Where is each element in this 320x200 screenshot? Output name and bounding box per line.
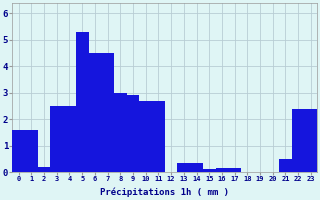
Bar <box>228 168 241 172</box>
Bar <box>292 109 305 172</box>
Bar <box>203 169 216 172</box>
Bar <box>101 53 114 172</box>
Bar <box>89 53 101 172</box>
Bar <box>152 101 165 172</box>
Bar <box>12 130 25 172</box>
Bar <box>127 95 140 172</box>
Bar <box>140 101 152 172</box>
Bar <box>38 167 51 172</box>
Bar <box>51 106 63 172</box>
Bar <box>63 106 76 172</box>
Bar <box>305 109 317 172</box>
Bar <box>25 130 38 172</box>
Bar <box>216 168 228 172</box>
Bar <box>279 159 292 172</box>
Bar <box>76 32 89 172</box>
X-axis label: Précipitations 1h ( mm ): Précipitations 1h ( mm ) <box>100 188 229 197</box>
Bar <box>190 163 203 172</box>
Bar <box>178 163 190 172</box>
Bar <box>114 93 127 172</box>
